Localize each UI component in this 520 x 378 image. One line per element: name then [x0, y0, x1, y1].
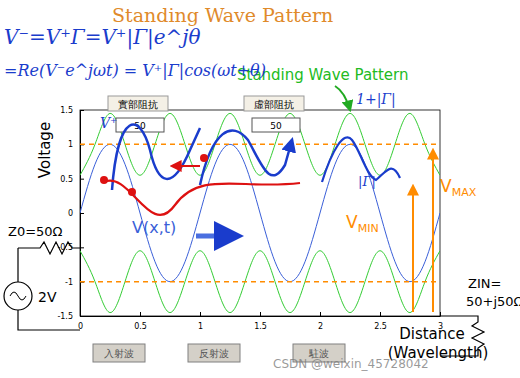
- axis-line: [81, 316, 441, 317]
- control-label-box: [244, 96, 304, 111]
- tick-mark: [80, 110, 84, 111]
- tick-label: -1.5: [57, 312, 73, 321]
- title: Standing Wave Pattern: [112, 4, 333, 26]
- input-box[interactable]: [252, 118, 300, 132]
- tick-label: 1: [198, 322, 203, 331]
- hand-dot: [200, 154, 208, 162]
- tick-label: 0: [78, 322, 83, 331]
- annotation: V(x,t): [132, 218, 176, 237]
- y-axis-title: Voltage: [36, 122, 54, 178]
- plot-frame: [80, 110, 440, 316]
- series-line: [80, 251, 440, 313]
- control-label: 實部阻抗: [118, 99, 158, 110]
- series-line: [80, 144, 440, 281]
- handwriting: 1+|Γ|: [356, 91, 396, 108]
- tick-label: 2.5: [374, 322, 387, 331]
- slide: Standing Wave Pattern00.511.522.53-1.5-1…: [0, 0, 520, 378]
- tick-label: 1.5: [60, 106, 73, 115]
- tick-label: 1.5: [254, 322, 267, 331]
- series-line: [80, 281, 440, 283]
- input-value: 50: [270, 121, 282, 131]
- hand-stroke: [322, 137, 400, 182]
- resistor: [18, 242, 80, 254]
- tick-label: 0.5: [134, 322, 147, 331]
- x-axis: 00.511.522.53: [78, 312, 443, 331]
- handwriting: |Γ|: [358, 174, 376, 189]
- plot-area: [80, 113, 440, 312]
- tick-label: -1: [65, 278, 73, 287]
- circuit-label: Z0=50Ω: [8, 224, 63, 239]
- hand-stroke: [200, 130, 292, 185]
- tick: 0: [68, 209, 84, 218]
- tick: -1.5: [57, 312, 84, 321]
- tick-label: 0.5: [60, 175, 73, 184]
- series-line: [80, 113, 440, 175]
- load-resistor: [440, 316, 484, 356]
- tick-mark: [200, 312, 201, 316]
- tick-mark: [380, 312, 381, 316]
- button-face[interactable]: [188, 344, 240, 362]
- tick: 0.5: [134, 312, 147, 331]
- hand-stroke: [112, 125, 200, 190]
- arrow: [335, 86, 350, 110]
- tick-label: 2: [318, 322, 323, 331]
- annotation: VMAX: [440, 176, 477, 199]
- arrow: [432, 150, 434, 312]
- hand-dot: [128, 188, 136, 196]
- tick: 1: [198, 312, 203, 331]
- tick: 2.5: [374, 312, 387, 331]
- arrow: [412, 186, 414, 312]
- button[interactable]: 反射波: [188, 344, 240, 362]
- tick-mark: [80, 179, 84, 180]
- tick-mark: [80, 213, 84, 214]
- tick-label: 0: [68, 209, 73, 218]
- tick-mark: [80, 316, 84, 317]
- handwriting: =Re(V⁻e^jωt) = V⁺|Γ|cos(ωt+θ): [4, 61, 266, 80]
- control-label-box: [108, 96, 168, 111]
- hand-stroke: [104, 181, 300, 215]
- handwriting: V⁻=V⁺Γ=V⁺|Γ|e^jθ: [4, 25, 201, 50]
- circuit-label: 50+j50Ω: [466, 294, 520, 309]
- arrow: [196, 234, 238, 239]
- tick-mark: [260, 312, 261, 316]
- hand-dot: [100, 176, 108, 184]
- y-axis: -1.5-1-0.500.511.5: [57, 106, 84, 321]
- wire: [18, 248, 80, 330]
- button[interactable]: 入射波: [93, 344, 145, 362]
- series-line: [80, 144, 440, 146]
- control-label: 虛部阻抗: [254, 99, 294, 110]
- tick-label: 1: [68, 140, 73, 149]
- circuit-label: 2V: [38, 289, 57, 305]
- source-symbol: [10, 292, 26, 300]
- tick: 1.5: [60, 106, 84, 115]
- tick: 1.5: [254, 312, 267, 331]
- arrow: [172, 165, 200, 167]
- handwriting: V⁺: [100, 115, 118, 131]
- tick: 2: [318, 312, 323, 331]
- circuit-label: ZIN=: [468, 276, 501, 291]
- button-face[interactable]: [93, 344, 145, 362]
- watermark: CSDN @weixin_45728042: [273, 357, 429, 371]
- button-label[interactable]: 反射波: [199, 348, 229, 359]
- tick-mark: [320, 312, 321, 316]
- tick-mark: [80, 247, 84, 248]
- x-axis-title: Distance: [399, 325, 465, 343]
- source: [4, 282, 32, 310]
- button-label[interactable]: 入射波: [104, 348, 134, 359]
- tick: 0.5: [60, 175, 84, 184]
- annotation: VMIN: [346, 212, 379, 235]
- tick-mark: [140, 312, 141, 316]
